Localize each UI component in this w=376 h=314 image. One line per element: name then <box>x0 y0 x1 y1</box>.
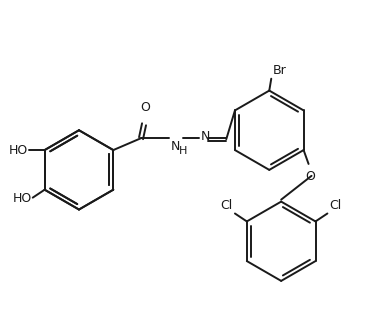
Text: Cl: Cl <box>329 198 342 212</box>
Text: O: O <box>140 101 150 114</box>
Text: HO: HO <box>9 143 28 157</box>
Text: N: N <box>200 130 210 143</box>
Text: Cl: Cl <box>221 198 233 212</box>
Text: N: N <box>171 140 180 153</box>
Text: H: H <box>179 146 187 156</box>
Text: Br: Br <box>273 64 287 77</box>
Text: O: O <box>306 170 315 183</box>
Text: HO: HO <box>12 192 32 205</box>
